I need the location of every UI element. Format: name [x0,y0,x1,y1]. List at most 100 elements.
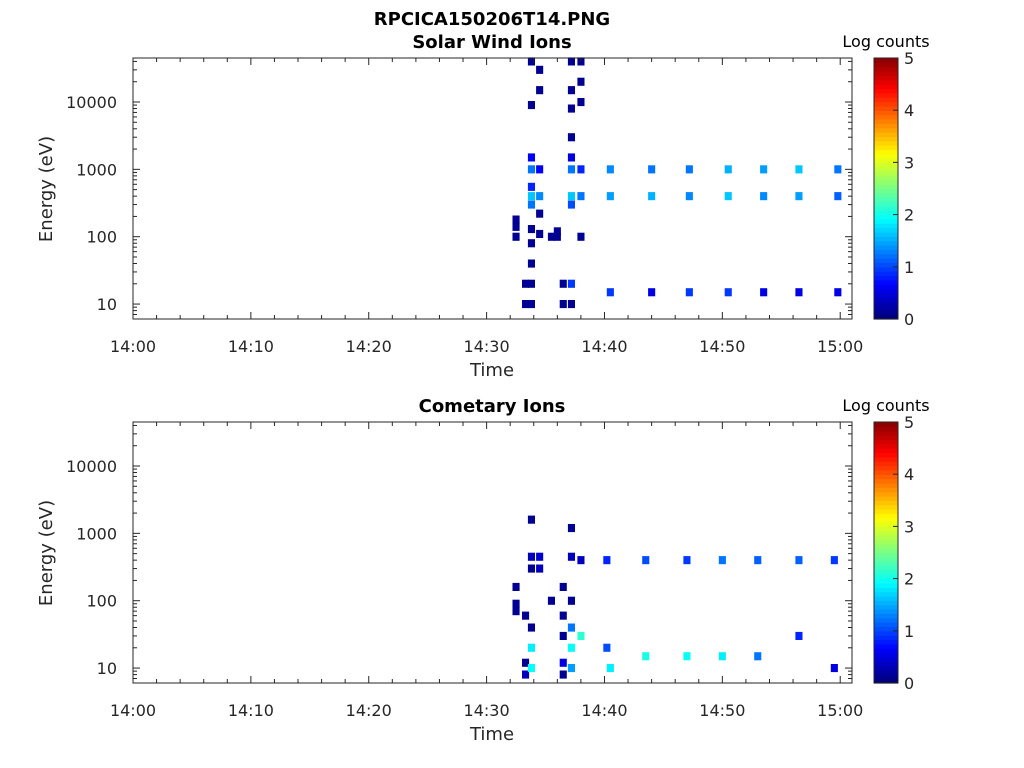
heatmap-cell [603,643,611,652]
heatmap-cell [724,192,732,201]
heatmap-cell [527,200,535,209]
colorbar-frame [873,57,899,320]
heatmap-cell [795,556,803,565]
colorbar-solar-wind: 0 1 2 3 4 5 [873,49,914,329]
colorbar-swatch [874,487,898,493]
heatmap-cell [559,279,567,288]
heatmap-cell [577,631,585,640]
heatmap-cell [567,552,575,561]
panel-cometary: Cometary Ions Log counts Time Energy (eV… [36,396,930,745]
colorbar-swatch [874,656,898,662]
colorbar-swatch [874,258,898,264]
heatmap-cell [567,643,575,652]
colorbar-swatch [874,236,898,242]
colorbar-swatch [874,297,898,303]
colorbar-swatch [874,188,898,194]
heatmap-cell [567,524,575,533]
heatmap-cell [536,165,544,174]
heatmap-cell [527,623,535,632]
colorbar-swatch [874,609,898,614]
plot-frame-cometary [132,421,853,684]
colorbar-swatch [874,582,898,588]
colorbar-swatch [874,288,898,294]
colorbar-swatch [874,97,898,103]
x-tick-label: 14:20 [346,701,392,720]
heatmap-cell [527,57,535,66]
colorbar-frame [873,421,899,684]
colorbar-swatch [874,227,898,233]
colorbar-swatch [874,245,898,250]
heatmap-cell [830,556,838,565]
heatmap-cell [559,300,567,309]
heatmap-cell [795,165,803,174]
colorbar-swatch [874,162,898,168]
colorbar-swatch [874,66,898,72]
colorbar-swatch [874,669,898,675]
colorbar-tick-label: 5 [904,413,914,432]
heatmap-cell [559,631,567,640]
x-tick-label: 14:00 [110,337,156,356]
colorbar-swatch [874,574,898,580]
heatmap-cell [553,232,561,241]
heatmap-cell [522,300,530,309]
colorbar-swatch [874,678,898,684]
colorbar-swatch [874,591,898,597]
colorbar-swatch [874,613,898,619]
heatmap-cell [512,582,520,591]
colorbar-swatch [874,197,898,203]
heatmap-cell [536,86,544,95]
colorbar-swatch [874,452,898,458]
heatmap-cell [718,556,726,565]
heatmap-cell [834,165,842,174]
heatmap-cell [527,300,535,309]
colorbar-swatch [874,249,898,255]
colorbar-swatch [874,140,898,146]
colorbar-swatch [874,114,898,120]
colorbar-swatch [874,513,898,519]
heatmap-cell [606,165,614,174]
colorbar-swatch [874,240,898,246]
heatmap-cell [760,165,768,174]
colorbar-tick-label: 3 [904,517,914,536]
colorbar-swatch [874,630,898,636]
colorbar-swatch [874,643,898,649]
x-tick-label: 15:00 [817,701,863,720]
colorbar-swatch [874,474,898,480]
heatmap-cell [527,643,535,652]
panel-title-cometary: Cometary Ions [419,396,566,417]
heatmap-cell [754,652,762,661]
colorbar-swatch [874,565,898,571]
heatmap-cell [527,664,535,673]
colorbar-tick-label: 3 [904,153,914,172]
colorbar-swatch [874,223,898,229]
heatmap-cell [527,225,535,234]
heatmap-cell [527,192,535,201]
y-tick-label: 100 [86,228,117,247]
heatmap-cell [685,192,693,201]
heatmap-cell [567,133,575,142]
colorbar-swatch [874,314,898,320]
colorbar-swatch [874,561,898,567]
heatmap-cells-solar-wind [512,57,842,309]
heatmap-cell [522,279,530,288]
heatmap-cell [830,664,838,673]
colorbar-swatch [874,426,898,432]
colorbar-swatch [874,530,898,536]
heatmap-cell [512,607,520,616]
heatmap-cell [577,232,585,241]
heatmap-cell [685,288,693,297]
colorbar-tick-label: 0 [904,310,914,329]
colorbar-swatch [874,626,898,632]
heatmap-cell [724,288,732,297]
heatmap-cell [567,300,575,309]
colorbar-swatch [874,478,898,484]
colorbar-swatch [874,88,898,94]
y-ticks-solar-wind: 10 100 1000 10000 [66,60,852,320]
heatmap-cell [522,611,530,620]
heatmap-cell [648,192,656,201]
colorbar-tick-label: 0 [904,674,914,693]
heatmap-cell [724,165,732,174]
colorbar-swatch [874,158,898,163]
colorbar-swatch [874,92,898,98]
x-tick-label: 15:00 [817,337,863,356]
